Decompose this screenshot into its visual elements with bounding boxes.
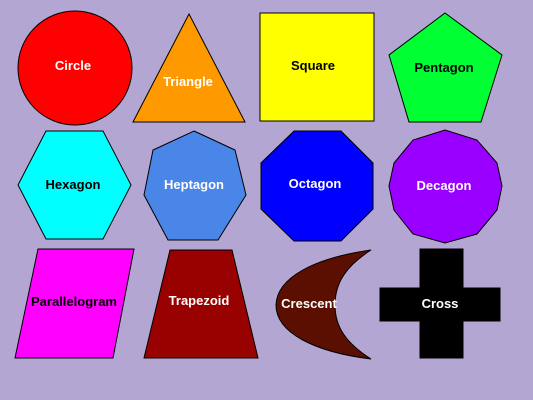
square-shape: Square — [259, 12, 375, 122]
crescent-shape: Crescent — [275, 249, 372, 360]
pentagon-label: Pentagon — [414, 60, 473, 75]
crescent-label: Crescent — [281, 296, 337, 311]
hexagon-shape: Hexagon — [17, 130, 132, 240]
triangle-label: Triangle — [163, 74, 213, 89]
trapezoid-shape: Trapezoid — [143, 249, 259, 359]
circle-label: Circle — [55, 58, 91, 73]
cross-shape: Cross — [379, 248, 501, 359]
hexagon-label: Hexagon — [46, 177, 101, 192]
octagon-label: Octagon — [289, 176, 342, 191]
decagon-shape: Decagon — [388, 129, 503, 244]
square-label: Square — [291, 58, 335, 73]
trapezoid-label: Trapezoid — [169, 293, 230, 308]
decagon-label: Decagon — [417, 178, 472, 193]
octagon-shape: Octagon — [260, 130, 374, 242]
circle-shape: Circle — [17, 10, 133, 126]
heptagon-label: Heptagon — [164, 177, 224, 192]
heptagon-shape: Heptagon — [143, 130, 247, 241]
triangle-shape: Triangle — [132, 12, 246, 123]
cross-label: Cross — [422, 296, 459, 311]
parallelogram-label: Parallelogram — [31, 294, 117, 309]
pentagon-shape: Pentagon — [388, 12, 503, 123]
parallelogram-shape: Parallelogram — [14, 248, 135, 359]
